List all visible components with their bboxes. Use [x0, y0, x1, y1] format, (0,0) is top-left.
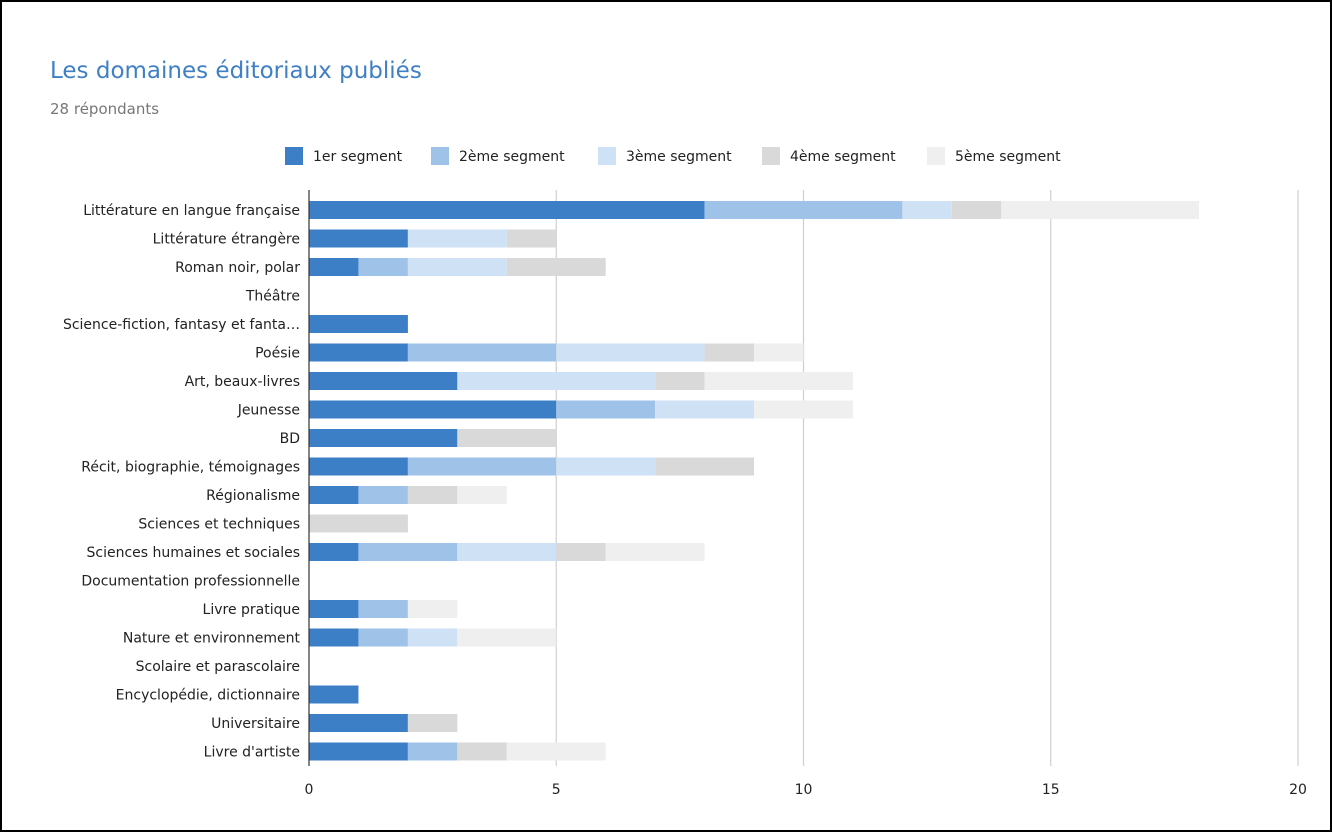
category-label-10: Récit, biographie, témoignages — [81, 460, 300, 476]
category-label-9: BD — [280, 431, 300, 447]
bar-6-series-2[interactable] — [407, 343, 557, 362]
category-label-2: Littérature étrangère — [153, 232, 300, 248]
category-label-5: Science-fiction, fantasy et fanta… — [63, 317, 300, 333]
bar-13-series-4[interactable] — [556, 543, 606, 561]
bar-1-series-3[interactable] — [902, 201, 952, 219]
bar-6-series-5[interactable] — [754, 343, 804, 362]
bar-11-series-1[interactable] — [309, 486, 359, 504]
bar-16-series-1[interactable] — [309, 628, 359, 647]
bar-15-series-1[interactable] — [309, 600, 359, 618]
legend-label-2[interactable]: 2ème segment — [459, 149, 565, 165]
category-label-19: Universitaire — [211, 716, 300, 732]
bar-10-series-4[interactable] — [655, 457, 755, 476]
category-label-11: Régionalisme — [206, 488, 300, 504]
legend-label-5[interactable]: 5ème segment — [955, 149, 1061, 165]
bar-15-series-2[interactable] — [358, 600, 408, 618]
bar-7-series-3[interactable] — [457, 372, 656, 390]
bar-18-series-1[interactable] — [309, 685, 359, 704]
category-label-7: Art, beaux-livres — [185, 374, 300, 390]
bar-10-series-3[interactable] — [556, 457, 656, 476]
x-tick-label-15: 15 — [1042, 782, 1060, 798]
category-label-13: Sciences humaines et sociales — [87, 545, 300, 561]
chart-title: Les domaines éditoriaux publiés — [50, 58, 422, 84]
bar-5-series-1[interactable] — [309, 315, 408, 333]
bar-13-series-2[interactable] — [358, 543, 458, 561]
bar-7-series-1[interactable] — [309, 372, 458, 390]
bar-20-series-1[interactable] — [309, 742, 408, 761]
category-label-16: Nature et environnement — [123, 631, 301, 647]
bar-8-series-2[interactable] — [556, 400, 656, 419]
bar-2-series-4[interactable] — [506, 229, 557, 248]
category-label-20: Livre d'artiste — [204, 745, 300, 761]
bar-7-series-5[interactable] — [704, 372, 853, 390]
category-label-12: Sciences et techniques — [138, 517, 300, 533]
bar-19-series-1[interactable] — [309, 714, 408, 732]
bar-16-series-2[interactable] — [358, 628, 408, 647]
bar-15-series-5[interactable] — [407, 600, 458, 618]
legend-swatch-5[interactable] — [927, 147, 945, 165]
x-tick-label-10: 10 — [795, 782, 813, 798]
bar-3-series-1[interactable] — [309, 258, 359, 276]
bar-13-series-3[interactable] — [457, 543, 557, 561]
x-tick-label-20: 20 — [1289, 782, 1307, 798]
bar-8-series-3[interactable] — [655, 400, 755, 419]
chart-subtitle: 28 répondants — [50, 100, 160, 118]
category-label-1: Littérature en langue française — [83, 203, 300, 219]
legend-label-3[interactable]: 3ème segment — [626, 149, 732, 165]
legend-swatch-2[interactable] — [431, 147, 449, 165]
category-label-15: Livre pratique — [203, 602, 300, 618]
bar-3-series-3[interactable] — [407, 258, 507, 276]
bar-20-series-5[interactable] — [506, 742, 606, 761]
category-label-17: Scolaire et parascolaire — [136, 659, 300, 675]
bar-3-series-4[interactable] — [506, 258, 606, 276]
bar-6-series-1[interactable] — [309, 343, 408, 362]
bar-12-series-4[interactable] — [309, 514, 408, 533]
legend-swatch-3[interactable] — [598, 147, 616, 165]
legend-label-4[interactable]: 4ème segment — [790, 149, 896, 165]
bar-9-series-1[interactable] — [309, 429, 458, 447]
bar-13-series-1[interactable] — [309, 543, 359, 561]
bar-10-series-2[interactable] — [407, 457, 557, 476]
category-label-6: Poésie — [255, 346, 300, 362]
bar-20-series-4[interactable] — [457, 742, 507, 761]
legend-label-1[interactable]: 1er segment — [313, 149, 403, 165]
bar-9-series-4[interactable] — [457, 429, 557, 447]
x-tick-label-5: 5 — [552, 782, 561, 798]
legend-swatch-1[interactable] — [285, 147, 303, 165]
bar-13-series-5[interactable] — [605, 543, 705, 561]
bar-7-series-4[interactable] — [655, 372, 705, 390]
bar-19-series-4[interactable] — [407, 714, 458, 732]
category-label-8: Jeunesse — [237, 403, 300, 419]
bar-2-series-3[interactable] — [407, 229, 507, 248]
bar-3-series-2[interactable] — [358, 258, 408, 276]
bar-1-series-1[interactable] — [309, 201, 705, 219]
bar-11-series-5[interactable] — [457, 486, 507, 504]
category-label-4: Théâtre — [245, 289, 300, 305]
bar-1-series-2[interactable] — [704, 201, 903, 219]
bar-8-series-5[interactable] — [754, 400, 853, 419]
legend-swatch-4[interactable] — [762, 147, 780, 165]
bar-20-series-2[interactable] — [407, 742, 458, 761]
bar-6-series-4[interactable] — [704, 343, 755, 362]
bar-2-series-1[interactable] — [309, 229, 408, 248]
bar-1-series-4[interactable] — [951, 201, 1002, 219]
bar-1-series-5[interactable] — [1001, 201, 1200, 219]
bar-6-series-3[interactable] — [556, 343, 705, 362]
bar-11-series-2[interactable] — [358, 486, 408, 504]
bar-10-series-1[interactable] — [309, 457, 408, 476]
x-tick-label-0: 0 — [305, 782, 314, 798]
category-label-18: Encyclopédie, dictionnaire — [116, 688, 300, 704]
bar-16-series-5[interactable] — [457, 628, 557, 647]
bar-11-series-4[interactable] — [407, 486, 458, 504]
bar-16-series-3[interactable] — [407, 628, 458, 647]
bar-8-series-1[interactable] — [309, 400, 557, 419]
category-label-3: Roman noir, polar — [175, 260, 300, 276]
category-label-14: Documentation professionnelle — [81, 574, 300, 590]
